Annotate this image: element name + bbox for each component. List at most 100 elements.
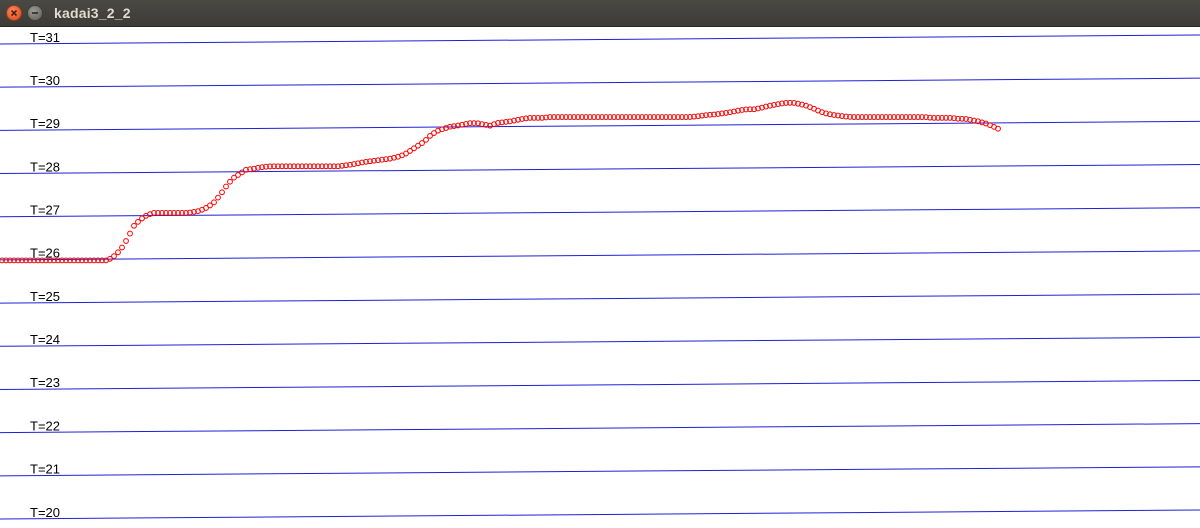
- grid-line: [0, 250, 1200, 261]
- grid-line: [0, 207, 1200, 218]
- data-point: [315, 163, 321, 170]
- data-point: [483, 121, 489, 128]
- data-point: [899, 114, 905, 120]
- data-point: [359, 159, 365, 166]
- level-label: T=23: [30, 375, 60, 390]
- data-point: [979, 119, 985, 126]
- data-point: [371, 157, 377, 164]
- data-point: [59, 257, 65, 264]
- data-point: [743, 106, 749, 113]
- data-point: [723, 110, 729, 116]
- data-point: [263, 163, 269, 170]
- data-point: [187, 209, 193, 216]
- data-point: [299, 163, 305, 170]
- data-point: [643, 114, 649, 120]
- data-point: [135, 218, 141, 225]
- level-label: T=24: [30, 332, 60, 347]
- data-point: [99, 257, 105, 264]
- data-point: [763, 103, 769, 110]
- data-point: [571, 114, 577, 120]
- data-point: [775, 101, 781, 108]
- data-point: [595, 114, 601, 120]
- data-point: [131, 222, 137, 229]
- data-point: [875, 114, 881, 120]
- data-point: [539, 115, 545, 121]
- level-labels: T=31 T=30 T=29 T=28 T=27 T=26 T=25 T=24 T=23 T=22…: [30, 30, 60, 520]
- data-point: [507, 118, 513, 125]
- level-label: T=28: [30, 159, 60, 174]
- data-point: [667, 114, 673, 120]
- data-point: [243, 166, 249, 173]
- data-point: [39, 257, 45, 264]
- data-point: [159, 210, 165, 216]
- data-point: [679, 114, 685, 120]
- data-point: [531, 115, 537, 121]
- data-point: [7, 257, 13, 264]
- data-point: [783, 100, 789, 106]
- data-point: [647, 114, 653, 120]
- title-bar[interactable]: kadai3_2_2: [0, 0, 1200, 27]
- data-point: [87, 257, 93, 264]
- data-point: [543, 114, 549, 121]
- data-point: [383, 156, 389, 163]
- data-point: [91, 257, 97, 264]
- data-point: [459, 121, 465, 128]
- data-point: [19, 257, 25, 264]
- data-point: [635, 114, 641, 120]
- data-point: [375, 157, 381, 164]
- data-point: [847, 113, 853, 120]
- data-point: [403, 150, 409, 157]
- data-point: [719, 110, 725, 117]
- data-point: [11, 257, 17, 264]
- data-point: [755, 105, 761, 112]
- data-point: [155, 210, 161, 216]
- data-point: [555, 114, 561, 120]
- data-point: [919, 114, 925, 120]
- data-point: [975, 118, 981, 125]
- data-point: [903, 114, 909, 120]
- data-point: [475, 120, 481, 127]
- data-point: [343, 162, 349, 169]
- data-point: [939, 115, 945, 121]
- data-point: [363, 158, 369, 165]
- data-point: [839, 113, 845, 119]
- data-point: [575, 114, 581, 120]
- grid-line: [0, 77, 1200, 88]
- data-point: [879, 114, 885, 120]
- data-point: [659, 114, 665, 120]
- data-point: [751, 106, 757, 113]
- data-point: [503, 118, 509, 125]
- data-point: [771, 102, 777, 108]
- data-point: [283, 163, 289, 170]
- data-point: [79, 257, 85, 264]
- data-point: [599, 114, 605, 120]
- data-point: [115, 249, 121, 256]
- data-point: [859, 114, 865, 120]
- data-point: [211, 199, 217, 206]
- data-point: [0, 257, 5, 264]
- data-point: [215, 194, 221, 201]
- data-point: [447, 123, 453, 130]
- data-point: [415, 142, 421, 149]
- data-point: [67, 257, 73, 264]
- minimize-button[interactable]: [27, 5, 43, 21]
- grid-line: [0, 164, 1200, 175]
- data-point: [827, 111, 833, 118]
- data-point: [27, 257, 33, 264]
- close-button[interactable]: [6, 5, 22, 21]
- data-point: [671, 114, 677, 120]
- data-point: [731, 108, 737, 115]
- data-point: [163, 210, 169, 216]
- data-point: [691, 113, 697, 120]
- data-point: [55, 257, 61, 264]
- data-point: [787, 99, 793, 106]
- data-point: [511, 117, 517, 124]
- plot-canvas: T=31 T=30 T=29 T=28 T=27 T=26 T=25 T=24 T=23 T=22…: [0, 27, 1200, 528]
- data-point: [227, 178, 233, 185]
- data-point: [35, 257, 41, 264]
- data-point: [867, 114, 873, 120]
- data-point: [995, 125, 1001, 132]
- data-point: [675, 114, 681, 120]
- data-point: [959, 115, 965, 122]
